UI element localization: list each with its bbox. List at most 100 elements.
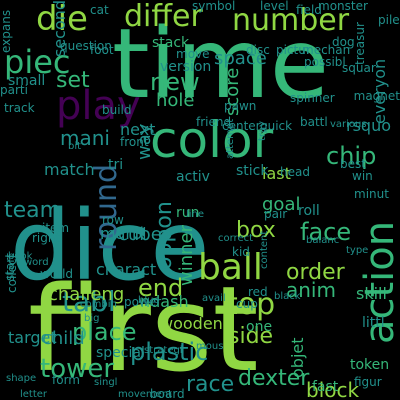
word-time: time xyxy=(112,8,329,120)
word-magnet: magnet xyxy=(353,89,400,103)
word-big: big xyxy=(84,313,100,324)
word-fast: fast xyxy=(312,379,339,395)
word-cube: cube xyxy=(118,224,162,245)
word-differ: differ xyxy=(124,0,203,34)
word-tabl: tabl xyxy=(62,285,116,318)
word-bit: bit xyxy=(68,141,82,152)
word-small: small xyxy=(8,73,46,89)
word-pawn: pawn xyxy=(224,99,257,113)
word-various: various xyxy=(330,119,367,130)
word-roll: roll xyxy=(298,203,320,219)
word-number: number xyxy=(232,3,350,38)
word-power: power xyxy=(124,295,162,309)
word-first: first xyxy=(28,260,259,398)
word-black: black xyxy=(274,291,301,302)
word-monster: monster xyxy=(318,0,368,13)
word-special: special xyxy=(96,345,145,361)
word-form: form xyxy=(52,373,80,387)
word-book: book xyxy=(8,251,33,262)
word-avail: avail xyxy=(202,293,226,304)
word-place: place xyxy=(72,318,137,346)
word-dog: dog xyxy=(332,35,355,49)
word-rsquo: rsquo xyxy=(346,116,391,135)
word-ndash: ndash xyxy=(140,292,189,311)
word-letter: letter xyxy=(20,389,48,400)
word-tower: tower xyxy=(40,354,115,384)
word-littl: littl xyxy=(362,315,385,331)
word-red: red xyxy=(248,285,268,299)
word-squar: squar xyxy=(342,61,376,75)
word-plastic: plastic xyxy=(130,338,209,366)
word-question: question xyxy=(60,39,112,53)
word-wooden: wooden xyxy=(160,314,223,333)
word-possibl: possibl xyxy=(304,55,346,69)
word-line: line xyxy=(186,209,205,220)
word-run: run xyxy=(176,205,200,221)
word-next: next xyxy=(120,120,156,139)
word-right: right xyxy=(32,231,61,245)
word-new: new xyxy=(150,68,200,96)
word-symbol: symbol xyxy=(192,0,236,13)
word-face: face xyxy=(300,218,352,246)
word-treasur: treasur xyxy=(353,21,367,65)
word-combin: combin xyxy=(80,299,117,310)
word-tray: tray xyxy=(257,120,268,141)
word-figur: figur xyxy=(354,375,382,389)
word-word: word xyxy=(24,257,49,268)
word-mani: mani xyxy=(60,126,110,150)
word-play: play xyxy=(56,83,141,129)
word-dexter: dexter xyxy=(238,366,310,391)
word-batt: battl xyxy=(300,115,328,129)
word-board: board xyxy=(150,387,185,400)
word-parti: parti xyxy=(0,83,28,97)
word-team: team xyxy=(4,198,62,223)
word-win: win xyxy=(352,169,373,183)
word-version: version xyxy=(160,59,212,75)
word-pictur: pictur xyxy=(276,43,311,57)
word-blue: blue xyxy=(138,295,160,306)
word-token: token xyxy=(350,357,390,373)
word-order: order xyxy=(286,260,345,285)
word-track: track xyxy=(4,101,35,115)
word-match: match xyxy=(44,160,95,179)
word-box: box xyxy=(236,218,276,243)
word-correct: correct xyxy=(218,233,254,244)
word-last: last xyxy=(262,164,291,183)
word-side: side xyxy=(228,324,274,349)
word-kid: kid xyxy=(232,245,250,259)
word-content: content xyxy=(259,230,270,269)
word-color: color xyxy=(150,111,274,169)
word-marbl: marbl xyxy=(100,224,147,243)
word-child: child xyxy=(42,328,85,349)
word-spinner: spinner xyxy=(290,91,335,105)
word-target: target xyxy=(8,328,57,347)
word-strategi: strategi xyxy=(144,345,183,356)
word-center: center xyxy=(222,119,261,133)
word-singl: singl xyxy=(94,377,118,388)
word-dice: dice xyxy=(10,190,210,302)
word-top: top xyxy=(226,287,276,322)
word-charact: charact xyxy=(96,260,157,279)
word-one: one xyxy=(246,319,273,335)
word-movement: movement xyxy=(118,389,173,400)
word-skill: skill xyxy=(356,284,387,303)
word-level: level xyxy=(260,0,289,13)
word-mous: mous xyxy=(196,341,224,352)
word-chip: chip xyxy=(326,142,377,170)
word-field: field xyxy=(296,3,322,17)
word-set: set xyxy=(56,68,90,93)
word-world: world xyxy=(40,267,74,281)
word-item: item xyxy=(42,221,70,235)
word-tri: tri xyxy=(108,157,124,173)
word-activ: activ xyxy=(176,169,210,185)
word-friend: friend xyxy=(196,115,232,129)
word-best: best xyxy=(340,157,366,171)
word-challeng: challeng xyxy=(48,284,125,305)
word-piec: piec xyxy=(4,43,71,81)
word-disc: disc xyxy=(246,43,270,57)
word-hole: hole xyxy=(156,90,195,111)
word-move: move xyxy=(176,47,210,61)
word-object: objet xyxy=(288,337,307,379)
word-cup: cup xyxy=(236,297,258,311)
word-ball: ball xyxy=(198,247,263,288)
